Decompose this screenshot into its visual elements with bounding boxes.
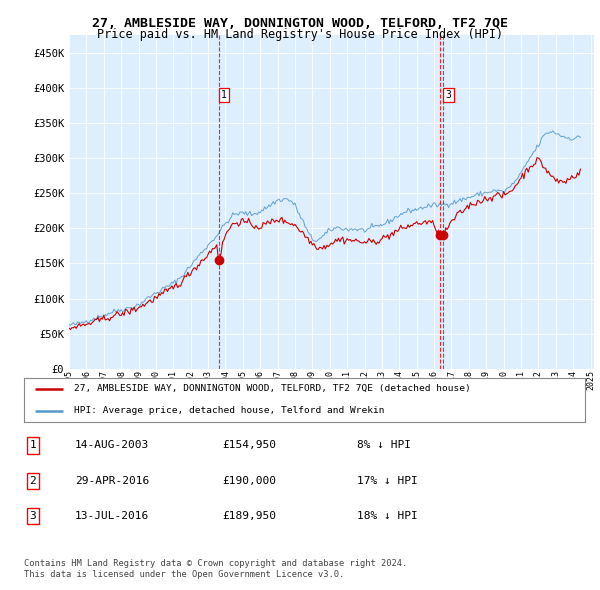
- Text: 1: 1: [221, 90, 227, 100]
- Text: 18% ↓ HPI: 18% ↓ HPI: [357, 512, 418, 521]
- Text: Price paid vs. HM Land Registry's House Price Index (HPI): Price paid vs. HM Land Registry's House …: [97, 28, 503, 41]
- Text: 27, AMBLESIDE WAY, DONNINGTON WOOD, TELFORD, TF2 7QE: 27, AMBLESIDE WAY, DONNINGTON WOOD, TELF…: [92, 17, 508, 30]
- Text: Contains HM Land Registry data © Crown copyright and database right 2024.: Contains HM Land Registry data © Crown c…: [24, 559, 407, 568]
- Text: 8% ↓ HPI: 8% ↓ HPI: [357, 441, 411, 450]
- Text: 17% ↓ HPI: 17% ↓ HPI: [357, 476, 418, 486]
- Text: 1: 1: [29, 441, 37, 450]
- Text: £190,000: £190,000: [222, 476, 276, 486]
- Text: HPI: Average price, detached house, Telford and Wrekin: HPI: Average price, detached house, Telf…: [74, 407, 385, 415]
- Text: This data is licensed under the Open Government Licence v3.0.: This data is licensed under the Open Gov…: [24, 571, 344, 579]
- Text: 3: 3: [446, 90, 452, 100]
- Text: £189,950: £189,950: [222, 512, 276, 521]
- Text: £154,950: £154,950: [222, 441, 276, 450]
- Text: 29-APR-2016: 29-APR-2016: [75, 476, 149, 486]
- Text: 27, AMBLESIDE WAY, DONNINGTON WOOD, TELFORD, TF2 7QE (detached house): 27, AMBLESIDE WAY, DONNINGTON WOOD, TELF…: [74, 384, 471, 393]
- Text: 2: 2: [29, 476, 37, 486]
- Text: 3: 3: [29, 512, 37, 521]
- Text: 14-AUG-2003: 14-AUG-2003: [75, 441, 149, 450]
- Text: 13-JUL-2016: 13-JUL-2016: [75, 512, 149, 521]
